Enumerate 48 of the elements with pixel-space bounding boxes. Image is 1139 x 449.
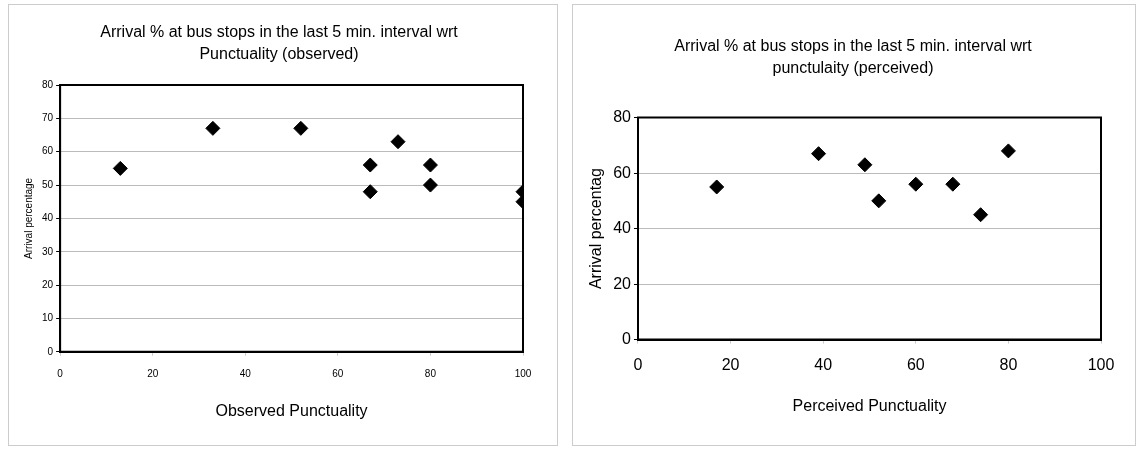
x-tick-label: 80 — [999, 355, 1018, 373]
x-tick-label: 0 — [633, 355, 643, 373]
y-tick-label: 30 — [42, 245, 54, 257]
y-tick-label: 80 — [613, 108, 632, 126]
y-axis-title: Arrival percentag — [587, 168, 605, 290]
point — [1000, 143, 1016, 159]
x-tick-label: 20 — [721, 355, 740, 373]
x-tick-label: 40 — [814, 355, 833, 373]
point — [362, 157, 378, 173]
x-axis-title: Perceived Punctuality — [792, 396, 947, 414]
x-tick-label: 0 — [57, 367, 64, 379]
y-tick-label: 20 — [42, 278, 54, 290]
point — [908, 176, 924, 192]
point — [945, 176, 961, 192]
y-tick-label: 0 — [47, 345, 54, 357]
x-axis-title: Observed Punctuality — [215, 401, 368, 419]
point — [857, 157, 873, 173]
y-tick-label: 70 — [42, 112, 54, 124]
y-tick-label: 20 — [613, 274, 632, 292]
point — [112, 160, 128, 176]
x-tick-label: 40 — [239, 367, 252, 379]
chart-title: Arrival % at bus stops in the last 5 min. interval wrt punctulaity (perceived) — [673, 36, 1033, 78]
y-tick-label: 80 — [42, 78, 54, 90]
y-axis-title: Arrival percentage — [22, 177, 34, 259]
x-tick-label: 80 — [424, 367, 437, 379]
point — [362, 184, 378, 200]
y-tick-label: 50 — [42, 178, 54, 190]
point — [709, 179, 725, 195]
point — [390, 134, 406, 150]
point — [871, 193, 887, 209]
y-tick-label: 40 — [613, 219, 632, 237]
x-tick-label: 100 — [514, 367, 532, 379]
y-tick-label: 60 — [613, 163, 632, 181]
point — [422, 157, 438, 173]
y-tick-label: 40 — [42, 212, 54, 224]
point — [811, 146, 827, 162]
x-tick-label: 20 — [147, 367, 159, 379]
y-tick-label: 10 — [42, 312, 54, 324]
x-tick-label: 60 — [332, 367, 344, 379]
point — [205, 120, 221, 136]
point — [293, 120, 309, 136]
point — [973, 207, 989, 223]
chart-title: Arrival % at bus stops in the last 5 min. interval wrt Punctuality (observed) — [99, 22, 459, 64]
point — [422, 177, 438, 193]
y-tick-label: 0 — [622, 330, 632, 348]
y-tick-label: 60 — [42, 145, 54, 157]
x-tick-label: 100 — [1087, 355, 1115, 373]
x-tick-label: 60 — [906, 355, 925, 373]
